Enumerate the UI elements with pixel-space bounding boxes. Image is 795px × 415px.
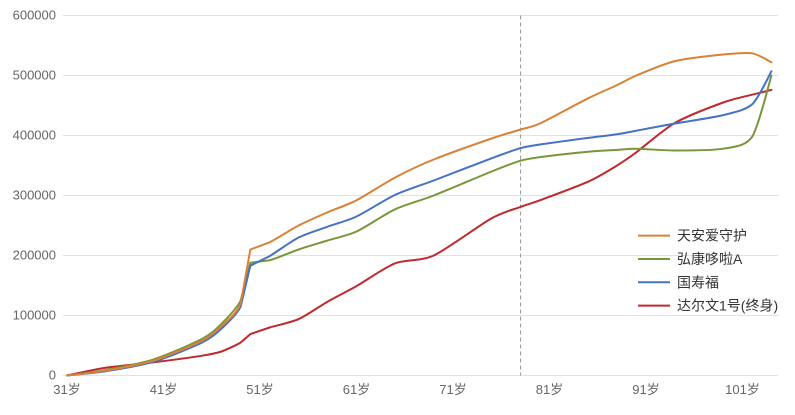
svg-text:天安爱守护: 天安爱守护 (677, 228, 747, 244)
svg-text:101岁: 101岁 (725, 382, 760, 397)
svg-text:91岁: 91岁 (632, 382, 659, 397)
svg-text:弘康哆啦A: 弘康哆啦A (677, 251, 743, 267)
svg-text:达尔文1号(终身): 达尔文1号(终身) (677, 298, 778, 314)
svg-text:400000: 400000 (13, 128, 56, 143)
svg-text:51岁: 51岁 (246, 382, 273, 397)
svg-text:81岁: 81岁 (536, 382, 563, 397)
svg-text:100000: 100000 (13, 308, 56, 323)
svg-text:200000: 200000 (13, 248, 56, 263)
svg-text:61岁: 61岁 (343, 382, 370, 397)
svg-text:国寿福: 国寿福 (677, 274, 719, 290)
svg-text:31岁: 31岁 (53, 382, 80, 397)
svg-text:500000: 500000 (13, 68, 56, 83)
svg-text:300000: 300000 (13, 188, 56, 203)
svg-text:41岁: 41岁 (150, 382, 177, 397)
svg-text:0: 0 (49, 368, 56, 383)
svg-text:71岁: 71岁 (439, 382, 466, 397)
svg-text:600000: 600000 (13, 8, 56, 23)
